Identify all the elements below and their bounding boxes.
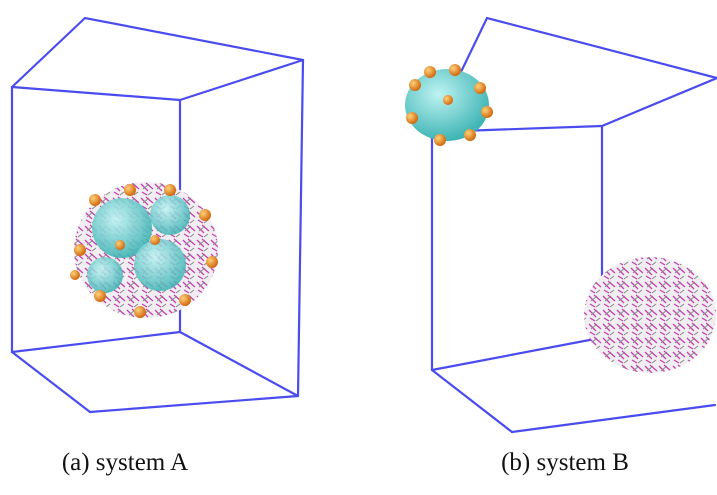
- page: {"figure": {"panels": [{"caption": "(a) …: [0, 0, 717, 495]
- micelle-b-bottom: [584, 257, 716, 373]
- caption: (b) system B: [501, 449, 629, 476]
- caption: (a) system A: [62, 449, 188, 476]
- micelle-a: [70, 182, 218, 318]
- micelle-b-top: [405, 64, 493, 146]
- figure: (a) system A (b) system B: [0, 0, 717, 495]
